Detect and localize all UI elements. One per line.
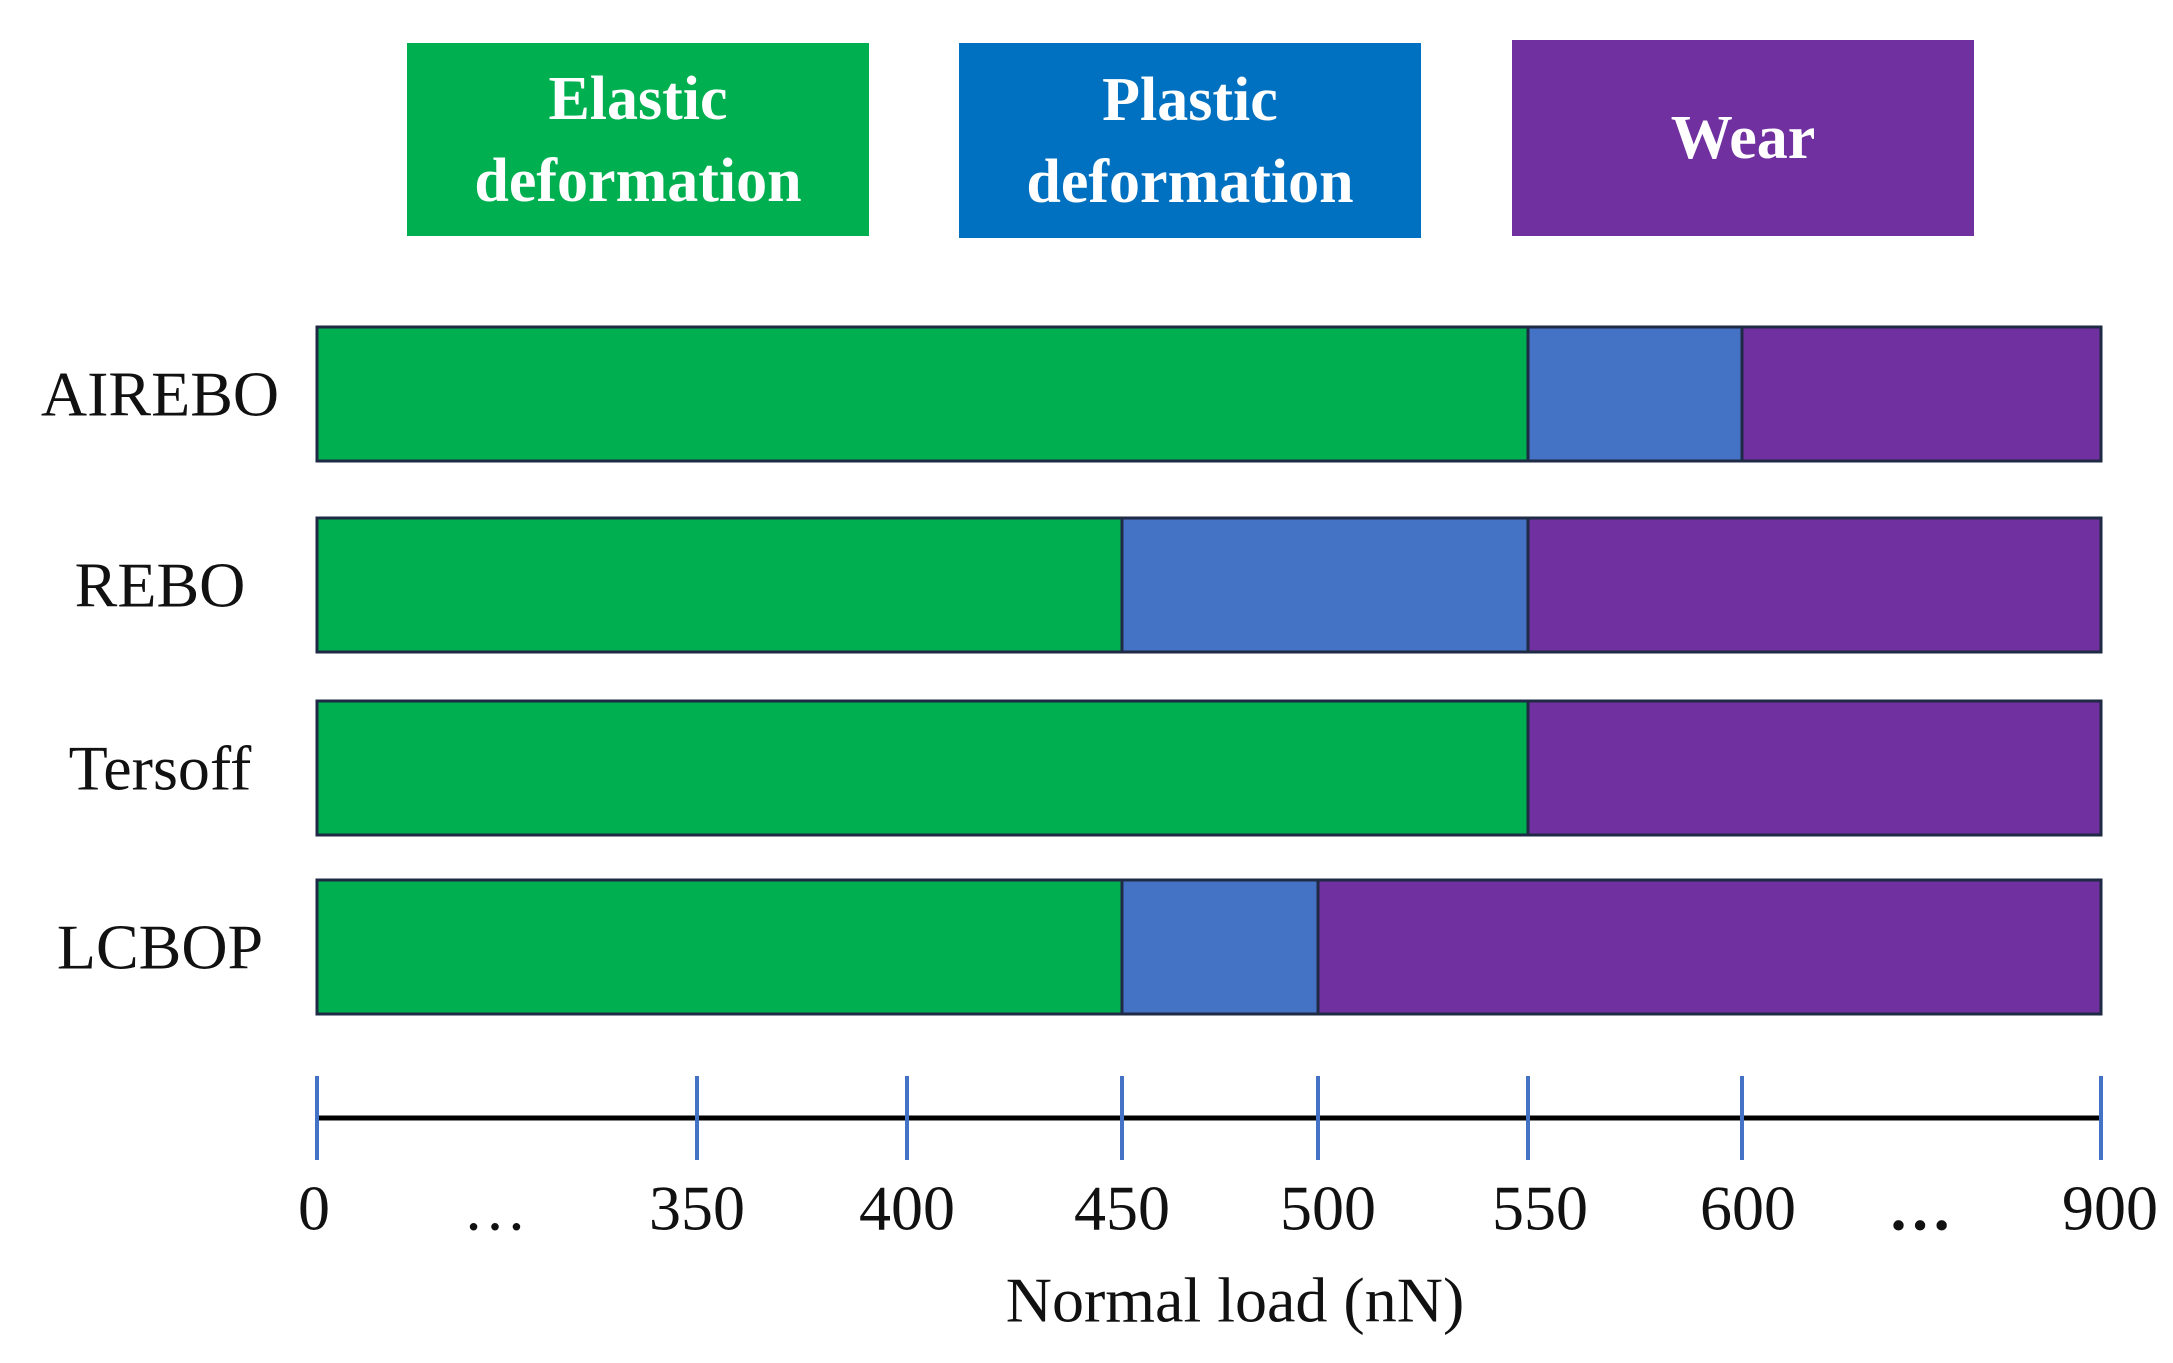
category-label-airebo: AIREBO [41,359,279,430]
bar-row-airebo [315,325,2103,463]
bar-row-rebo [315,516,2103,654]
x-tick-label-500: 500 [1280,1173,1376,1244]
bar-segment-rebo-wear [1526,516,2103,654]
category-label-tersoff: Tersoff [69,733,252,804]
bar-segment-rebo-elastic [315,516,1124,654]
bar-segment-rebo-plastic [1120,516,1530,654]
bar-row-lcbop [315,878,2103,1016]
bar-segment-tersoff-elastic [315,699,1530,837]
x-tick-label-450: 450 [1074,1173,1170,1244]
bar-segment-lcbop-elastic [315,878,1124,1016]
bar-segment-airebo-wear [1740,325,2103,463]
legend-elastic-label: Elastic deformation [474,64,802,215]
x-tick-label-0: 0 [298,1173,330,1244]
x-tick-label-ellipsis: … [1888,1173,1952,1244]
legend-plastic-deformation: Plastic deformation [959,43,1421,238]
bar-row-tersoff [315,699,2103,837]
legend-plastic-label: Plastic deformation [1026,65,1354,216]
category-label-lcbop: LCBOP [57,912,263,983]
x-tick-label-350: 350 [649,1173,745,1244]
bar-segment-tersoff-wear [1526,699,2103,837]
x-axis-title: Normal load (nN) [1006,1265,1465,1336]
x-tick-label-550: 550 [1492,1173,1588,1244]
x-tick-label-600: 600 [1700,1173,1796,1244]
category-label-rebo: REBO [75,550,246,621]
legend-wear-label: Wear [1670,104,1816,172]
bar-segment-airebo-elastic [315,325,1530,463]
bar-segment-airebo-plastic [1526,325,1744,463]
legend-elastic-deformation: Elastic deformation [407,43,869,236]
bar-segment-lcbop-plastic [1120,878,1320,1016]
x-tick-label-900: 900 [2062,1173,2158,1244]
bar-segment-lcbop-wear [1316,878,2103,1016]
legend-wear: Wear [1512,40,1974,236]
x-tick-label-400: 400 [859,1173,955,1244]
x-tick-label-ellipsis: … [463,1173,527,1244]
